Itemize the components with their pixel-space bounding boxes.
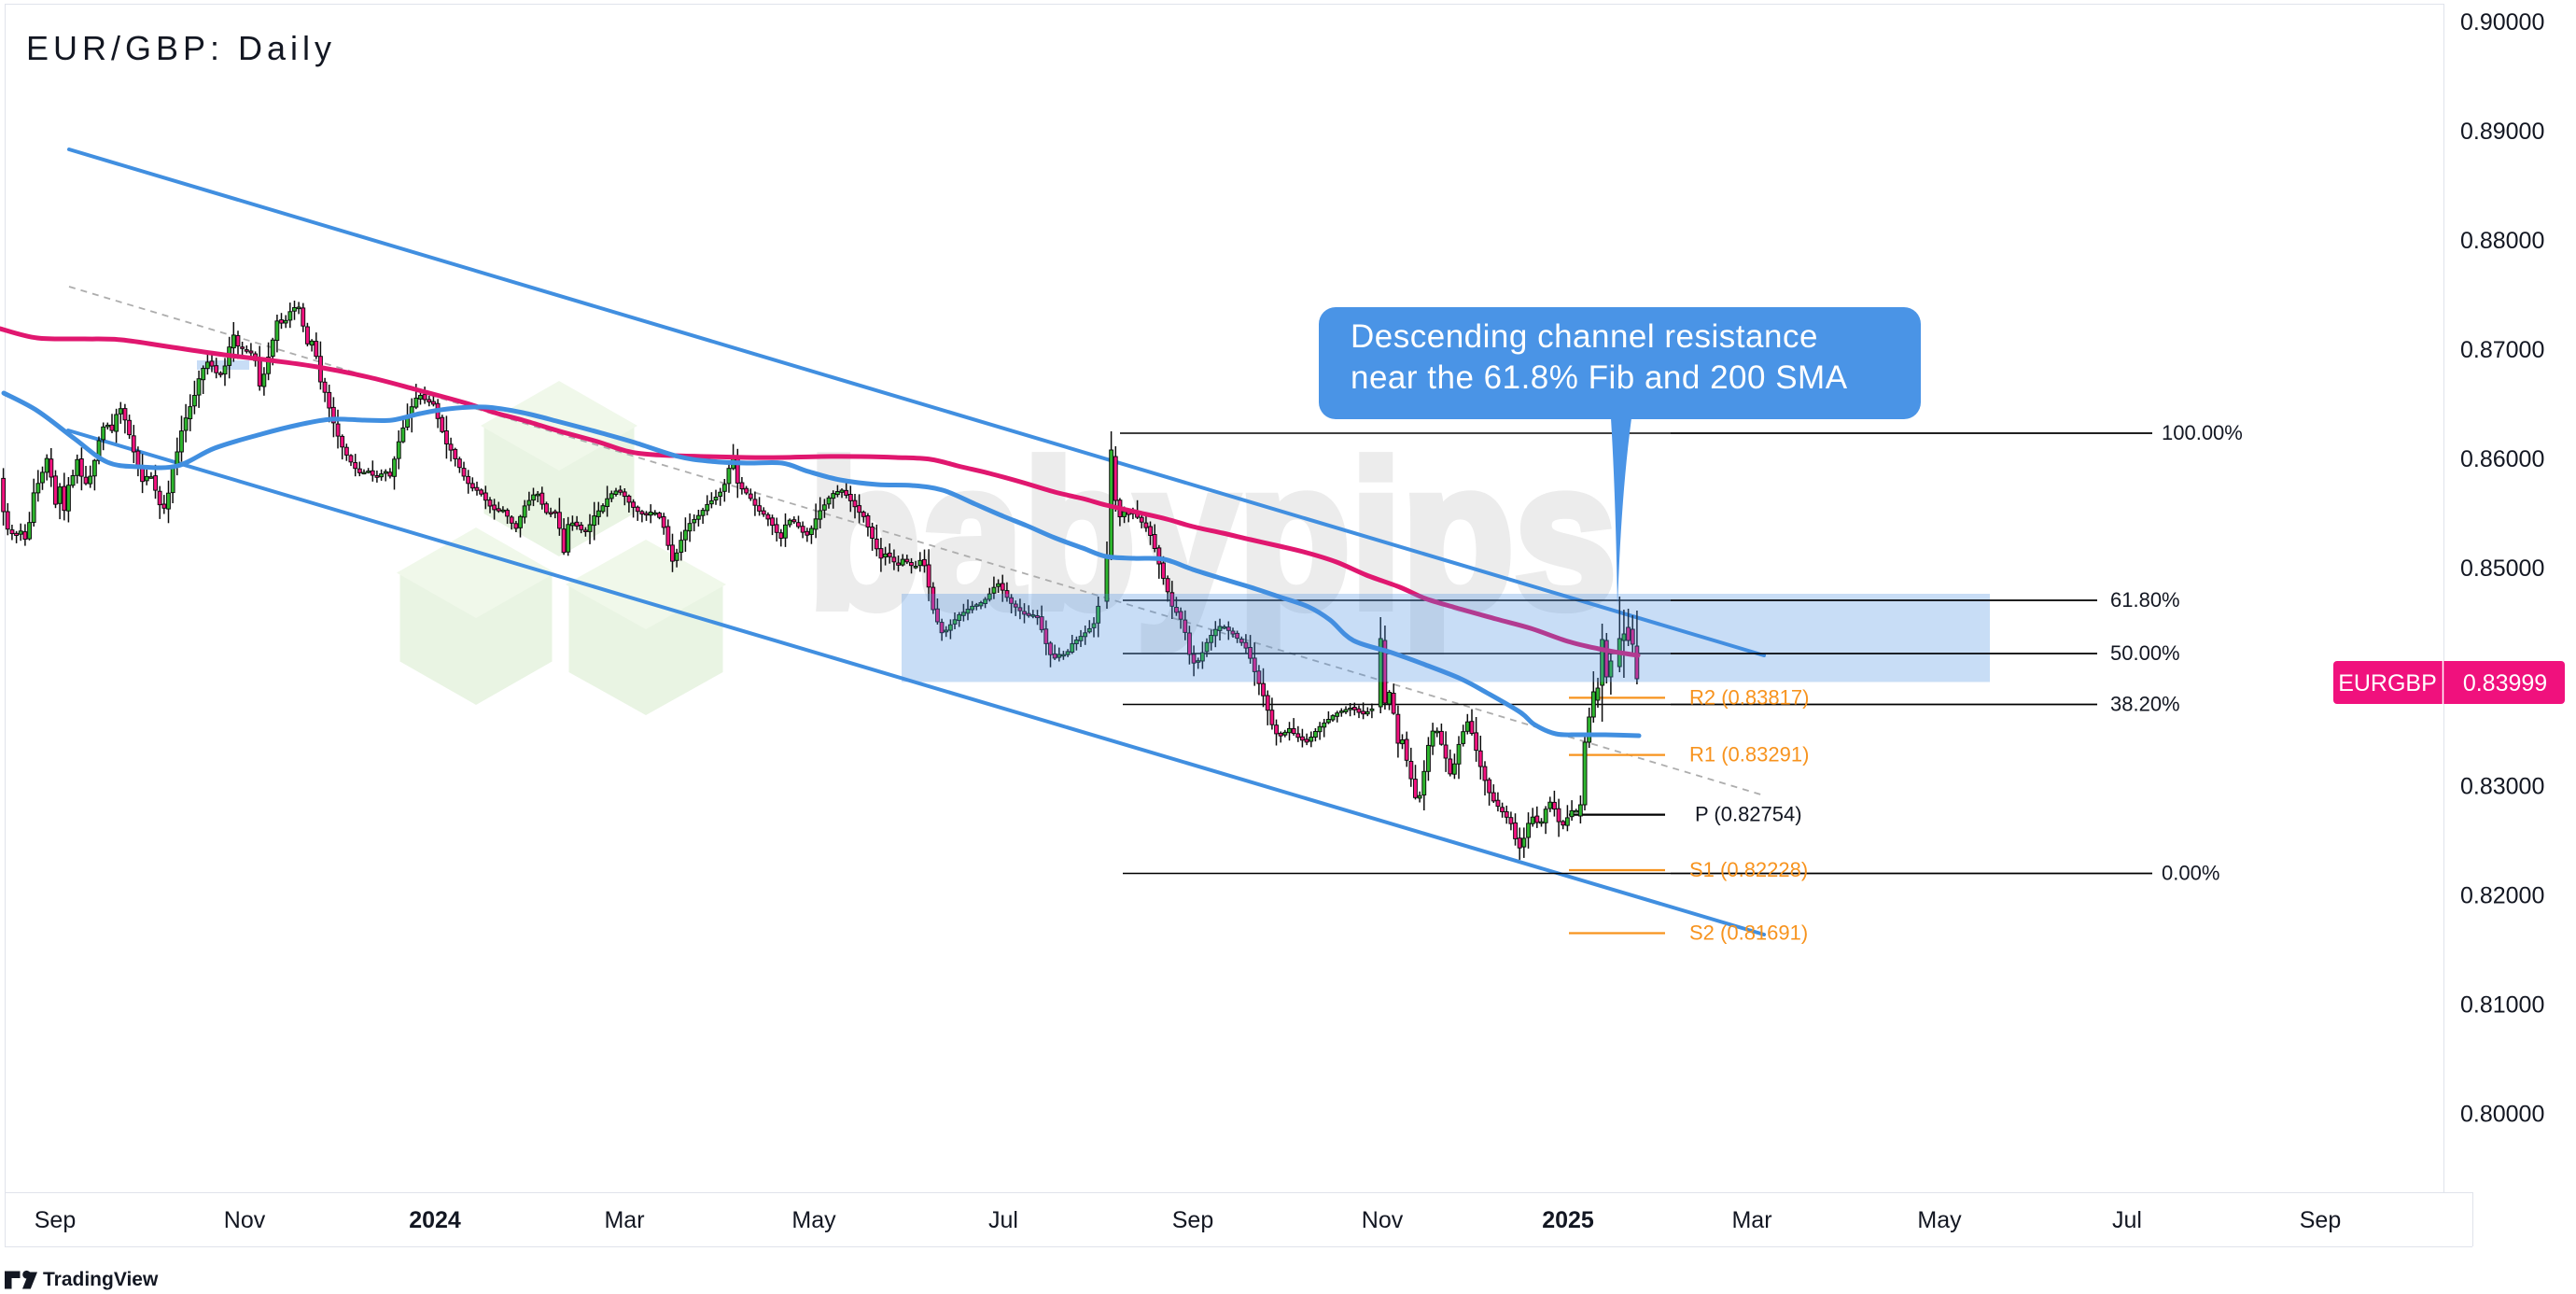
svg-text:S2 (0.81691): S2 (0.81691) [1689,921,1808,945]
svg-text:Sep: Sep [35,1207,76,1233]
svg-text:2025: 2025 [1542,1207,1594,1233]
svg-text:0.88000: 0.88000 [2460,228,2544,254]
svg-text:0.83000: 0.83000 [2460,774,2544,800]
svg-text:Sep: Sep [2300,1207,2341,1233]
svg-text:0.86000: 0.86000 [2460,446,2544,472]
svg-text:Nov: Nov [224,1207,266,1233]
svg-text:Jul: Jul [2112,1207,2142,1233]
svg-text:Mar: Mar [1731,1207,1771,1233]
svg-text:S1 (0.82228): S1 (0.82228) [1689,858,1808,881]
svg-text:38.20%: 38.20% [2110,693,2180,716]
svg-text:0.83999: 0.83999 [2463,670,2547,696]
svg-text:2024: 2024 [409,1207,461,1233]
svg-text:R2 (0.83817): R2 (0.83817) [1689,685,1809,709]
svg-text:Mar: Mar [604,1207,644,1233]
svg-text:0.87000: 0.87000 [2460,337,2544,363]
svg-text:0.85000: 0.85000 [2460,556,2544,582]
svg-text:P (0.82754): P (0.82754) [1695,803,1802,826]
svg-text:0.81000: 0.81000 [2460,992,2544,1019]
svg-text:0.89000: 0.89000 [2460,119,2544,145]
svg-text:R1 (0.83291): R1 (0.83291) [1689,743,1809,767]
svg-text:Sep: Sep [1172,1207,1213,1233]
svg-text:0.90000: 0.90000 [2460,9,2544,35]
svg-text:0.80000: 0.80000 [2460,1102,2544,1128]
svg-text:EUR/GBP: Daily: EUR/GBP: Daily [26,29,336,67]
svg-text:0.82000: 0.82000 [2460,883,2544,909]
svg-text:Descending channel resistance: Descending channel resistance [1351,318,1818,355]
svg-text:Nov: Nov [1362,1207,1404,1233]
svg-text:Jul: Jul [988,1207,1018,1233]
svg-text:May: May [1917,1207,1962,1233]
svg-text:50.00%: 50.00% [2110,641,2180,665]
svg-text:near the 61.8% Fib and 200 SMA: near the 61.8% Fib and 200 SMA [1351,359,1848,396]
svg-text:May: May [791,1207,836,1233]
svg-text:0.00%: 0.00% [2162,862,2219,885]
svg-text:100.00%: 100.00% [2162,421,2243,444]
svg-text:EURGBP: EURGBP [2338,670,2437,696]
svg-text:TradingView: TradingView [43,1269,159,1290]
svg-text:61.80%: 61.80% [2110,588,2180,612]
